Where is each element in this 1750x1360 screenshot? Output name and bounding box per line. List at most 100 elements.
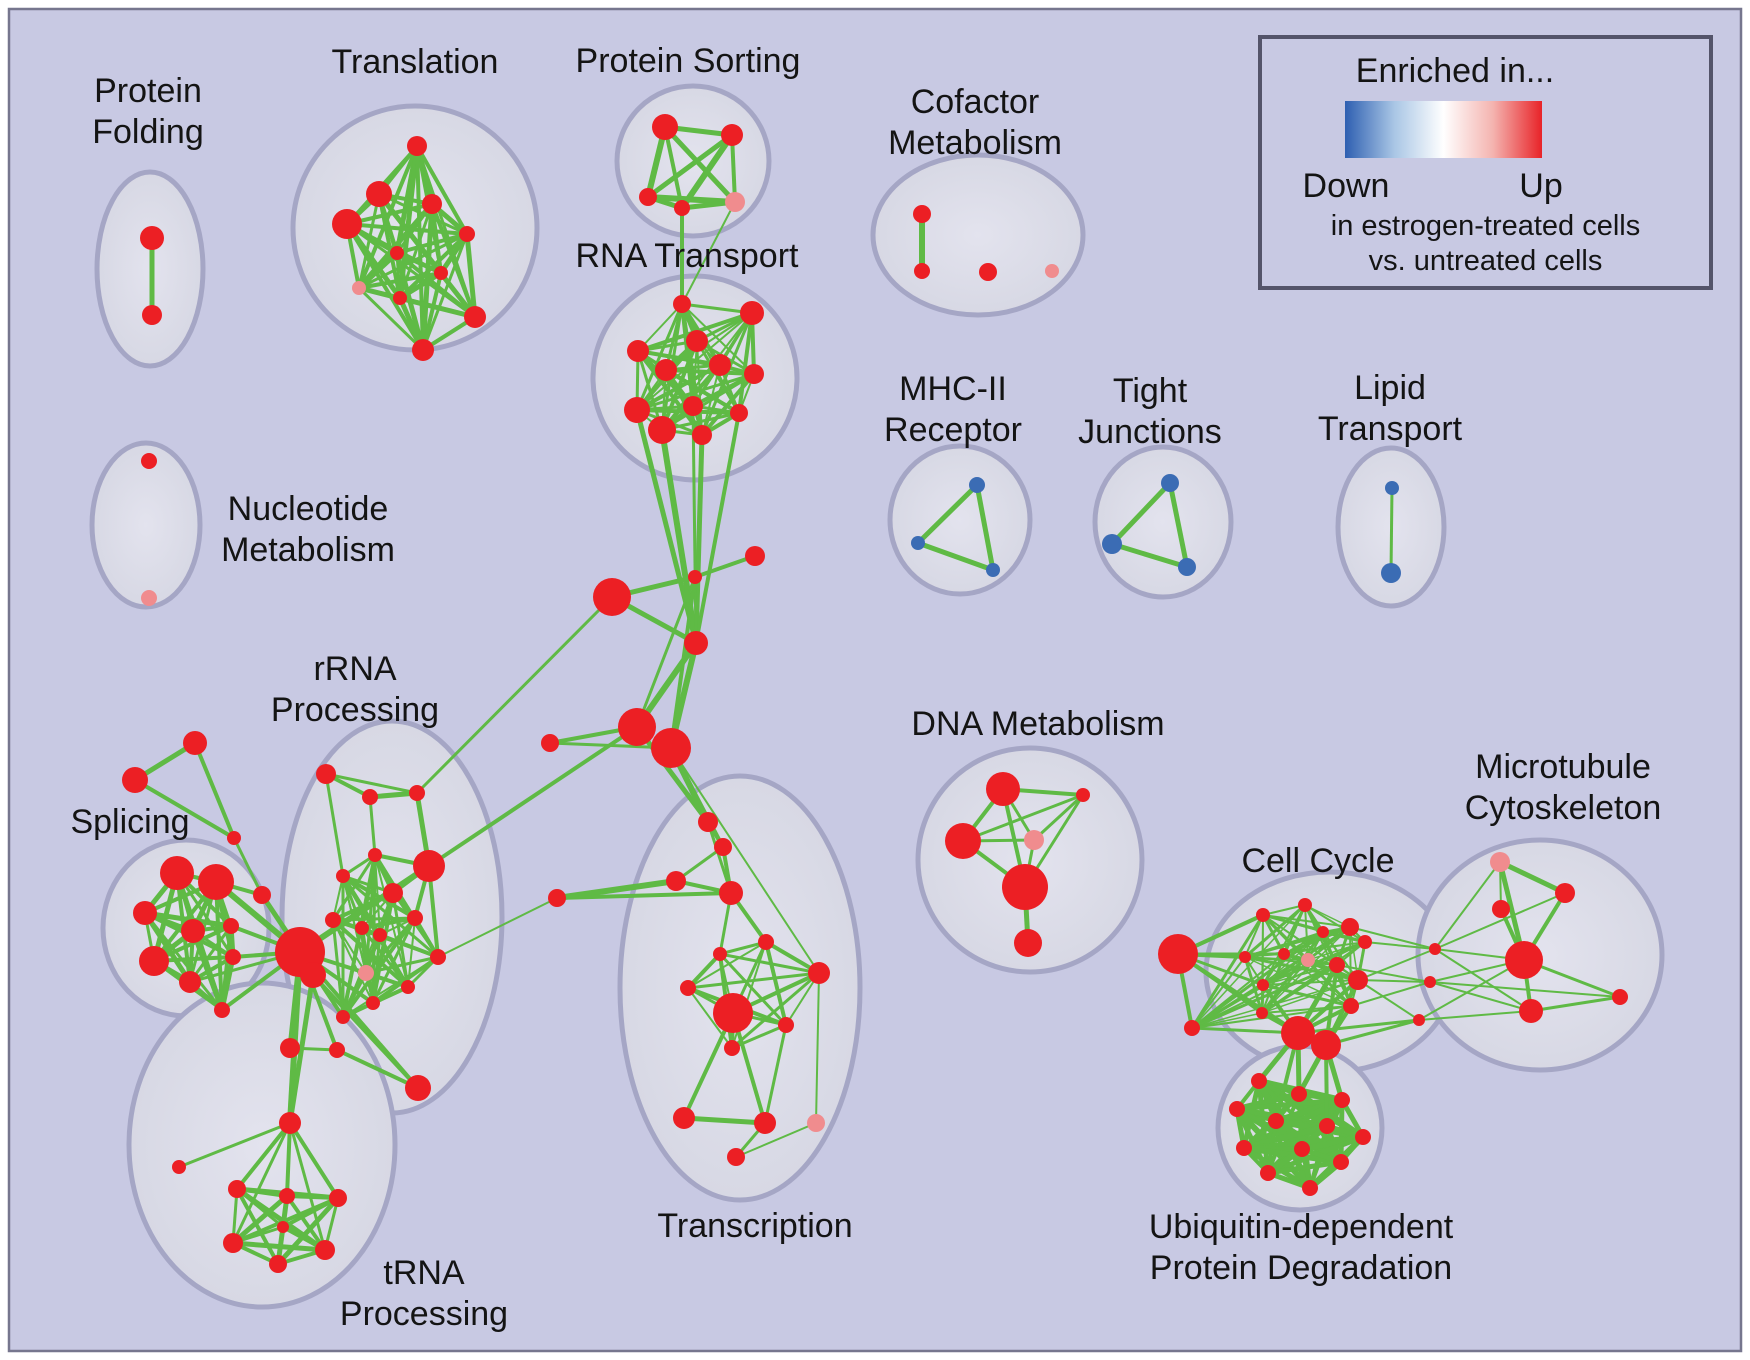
network-edge <box>646 132 734 200</box>
node-tx9 <box>713 993 753 1033</box>
network-edge <box>763 1024 788 1124</box>
node-ps2 <box>721 124 743 146</box>
node-tx7 <box>808 962 830 984</box>
node-rr10 <box>355 921 369 935</box>
node-cn1 <box>593 578 631 616</box>
network-edge <box>694 412 741 644</box>
network-edge <box>974 484 996 571</box>
network-edge <box>1429 981 1532 1012</box>
cluster-label-mhc-ii-receptor: MHC-II Receptor <box>884 370 1022 449</box>
node-cn5 <box>541 734 559 752</box>
network-edge <box>396 232 468 255</box>
node-tx12 <box>673 1107 695 1129</box>
node-tn5 <box>269 1255 287 1273</box>
network-edge <box>144 910 232 929</box>
node-cf1 <box>913 205 931 223</box>
network-edge <box>719 952 820 975</box>
network-edge <box>663 126 684 209</box>
network-edge <box>1434 948 1532 1012</box>
node-tg2 <box>122 767 148 793</box>
network-edge <box>917 540 994 573</box>
node-rr4 <box>368 848 382 862</box>
cluster-bubble-tight-junctions <box>1092 444 1234 600</box>
node-ub7 <box>1355 1129 1371 1145</box>
node-rr1 <box>316 764 336 784</box>
network-edge <box>737 312 754 414</box>
node-rt12 <box>692 425 712 445</box>
cluster-label-tight-junctions: Tight Junctions <box>1078 372 1222 451</box>
network-edge <box>427 725 639 868</box>
node-dm5 <box>1002 864 1048 910</box>
network-edge <box>1244 903 1306 959</box>
node-tx1 <box>698 812 718 832</box>
network-edge <box>687 987 733 1049</box>
node-tj1 <box>1161 474 1179 492</box>
node-cc16 <box>1281 1016 1315 1050</box>
network-edge <box>636 363 721 412</box>
network-edge <box>288 1121 340 1200</box>
node-rt11 <box>648 416 676 444</box>
network-edge <box>1261 914 1286 955</box>
node-tl11 <box>412 339 434 361</box>
network-edge <box>133 778 236 840</box>
network-edge <box>398 270 443 301</box>
node-dm4 <box>1024 830 1044 850</box>
cluster-label-nucleotide-metabolism: Nucleotide Metabolism <box>221 490 395 569</box>
network-edge <box>325 772 418 795</box>
network-edge <box>1349 926 1436 950</box>
network-edge <box>1322 930 1366 944</box>
node-sp6 <box>139 946 169 976</box>
network-edge <box>282 1196 339 1229</box>
node-rr13 <box>430 949 446 965</box>
node-ps3 <box>639 188 657 206</box>
cluster-bubble-transcription <box>617 773 863 1203</box>
node-tx3 <box>666 871 686 891</box>
network-edge <box>231 1194 289 1245</box>
network-edge <box>288 1122 327 1251</box>
legend-subtitle-line-1: in estrogen-treated cells <box>1330 210 1641 242</box>
network-edge <box>368 796 377 856</box>
node-cc10 <box>1317 926 1329 938</box>
node-tn1 <box>228 1180 246 1198</box>
cluster-label-splicing: Splicing <box>70 803 189 841</box>
node-rt6 <box>709 354 731 376</box>
network-edge <box>1418 959 1525 1021</box>
node-tnh <box>279 1112 301 1134</box>
node-sh1 <box>618 708 656 746</box>
network-edge <box>1111 541 1188 570</box>
network-edge <box>1357 979 1420 1021</box>
node-rr17 <box>405 1075 431 1101</box>
node-pf2 <box>142 305 162 325</box>
network-edge <box>345 222 425 352</box>
node-hb2 <box>300 962 326 988</box>
node-rr8 <box>407 910 423 926</box>
cluster-label-trna-processing: tRNA Processing <box>340 1254 508 1333</box>
network-edge <box>311 973 420 1090</box>
network-edge <box>178 1121 291 1169</box>
network-edge <box>395 251 477 319</box>
node-ub12 <box>1302 1180 1318 1196</box>
network-edge <box>232 837 264 896</box>
network-edge <box>1243 956 1264 1014</box>
network-edge <box>285 1194 327 1252</box>
network-edge <box>1262 904 1306 986</box>
network-edge <box>357 251 399 290</box>
network-edge <box>1236 1097 1343 1112</box>
network-edge <box>730 134 737 203</box>
cluster-label-rrna-processing: rRNA Processing <box>271 650 439 729</box>
node-cn3 <box>745 546 765 566</box>
network-edge <box>358 271 442 290</box>
node-rr2 <box>362 789 378 805</box>
node-mcp <box>1490 852 1510 872</box>
legend-subtitle-line-2: vs. untreated cells <box>1368 245 1603 277</box>
node-cc5 <box>1256 1007 1268 1019</box>
network-edge <box>415 145 469 235</box>
network-edge <box>706 821 733 894</box>
network-edge <box>360 927 410 988</box>
legend-box: Enriched in... Down Up in estrogen-treat… <box>1258 35 1713 290</box>
cluster-label-ubiquitin-degradation: Ubiquitin-dependent Protein Degradation <box>1149 1208 1454 1287</box>
node-cn6 <box>548 889 566 907</box>
node-rt4 <box>627 340 649 362</box>
network-edge <box>731 971 820 1050</box>
network-edge <box>1283 925 1351 956</box>
